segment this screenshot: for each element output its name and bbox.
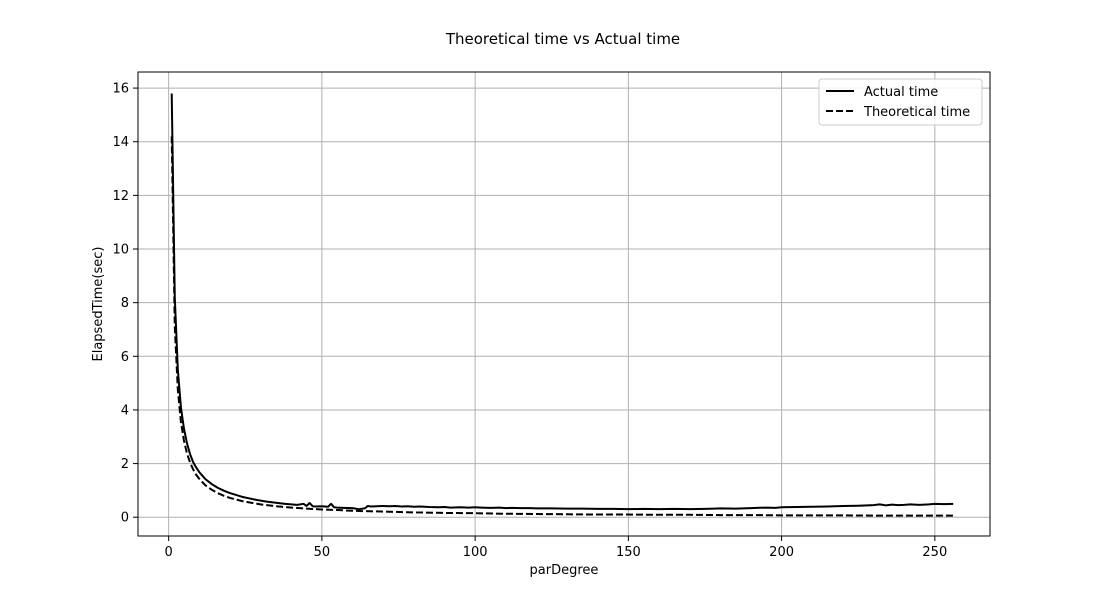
y-tick-label: 0 — [121, 511, 129, 526]
plot-frame — [137, 71, 991, 537]
legend-label: Actual time — [864, 85, 938, 100]
y-tick-label: 2 — [121, 457, 129, 472]
x-tick-label: 200 — [769, 545, 794, 560]
x-tick-label: 100 — [463, 545, 488, 560]
x-tick-label: 250 — [922, 545, 947, 560]
x-axis-label: parDegree — [530, 563, 599, 578]
x-axis-ticks: 0 50 100 150 200 250 — [165, 536, 947, 560]
y-tick-label: 8 — [121, 296, 129, 311]
y-tick-label: 16 — [112, 82, 129, 97]
chart-title: Theoretical time vs Actual time — [445, 30, 680, 48]
series-lines — [170, 93, 954, 517]
theoretical-time-line — [170, 136, 954, 517]
x-tick-label: 150 — [616, 545, 641, 560]
grid — [138, 72, 990, 536]
y-axis-ticks: 0 2 4 6 8 10 12 14 16 — [112, 82, 138, 526]
y-axis-label: ElapsedTime(sec) — [91, 247, 106, 362]
y-tick-label: 6 — [121, 350, 129, 365]
y-tick-label: 4 — [121, 403, 129, 418]
legend: Actual time Theoretical time — [818, 78, 983, 126]
x-tick-label: 0 — [165, 545, 173, 560]
legend-label: Theoretical time — [863, 105, 970, 120]
y-tick-label: 14 — [112, 135, 129, 150]
actual-time-line — [170, 93, 954, 511]
x-tick-label: 50 — [314, 545, 331, 560]
legend-box — [818, 78, 983, 126]
y-tick-label: 12 — [112, 189, 129, 204]
y-tick-label: 10 — [112, 243, 129, 258]
